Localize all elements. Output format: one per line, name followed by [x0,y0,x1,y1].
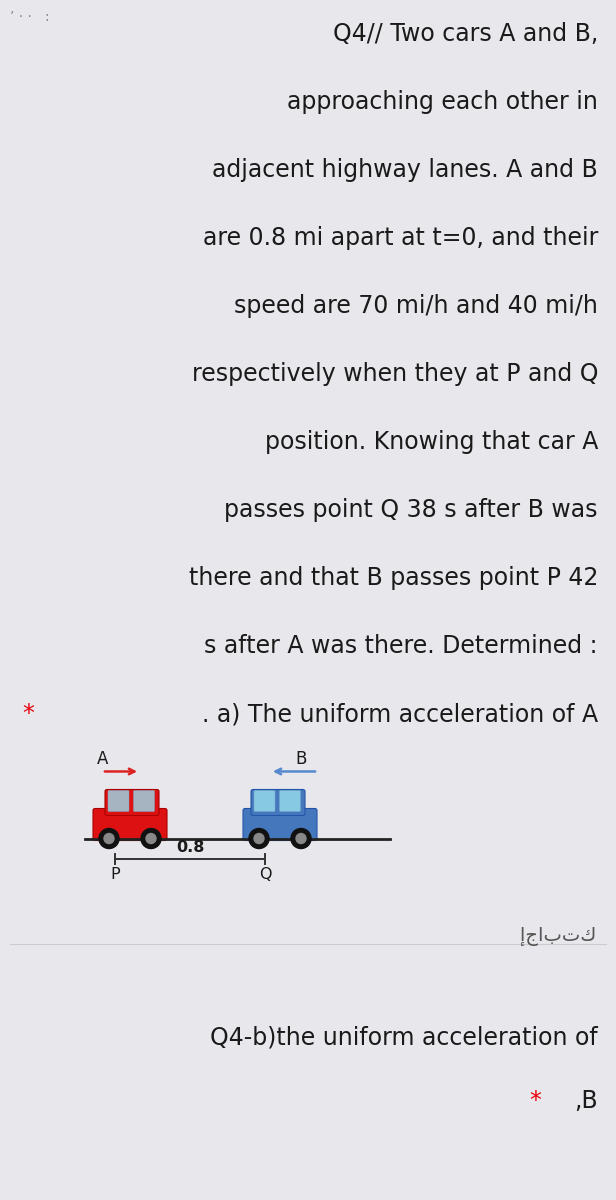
FancyBboxPatch shape [254,791,275,811]
Circle shape [146,834,156,844]
Text: adjacent highway lanes. A and B: adjacent highway lanes. A and B [213,158,598,182]
FancyBboxPatch shape [251,790,305,816]
Text: *: * [22,702,34,726]
Text: are 0.8 mi apart at t=0, and their: are 0.8 mi apart at t=0, and their [203,226,598,250]
Text: there and that B passes point P 42: there and that B passes point P 42 [188,566,598,590]
Text: Q4// Two cars A and B,: Q4// Two cars A and B, [333,22,598,46]
Text: P: P [110,866,120,882]
Text: s after A was there. Determined :: s after A was there. Determined : [205,635,598,659]
Circle shape [296,834,306,844]
Text: إجابتك: إجابتك [520,926,596,946]
Circle shape [104,834,114,844]
Text: passes point Q 38 s after B was: passes point Q 38 s after B was [224,498,598,522]
FancyBboxPatch shape [108,791,129,811]
Text: ’ · ·   :: ’ · · : [10,10,50,24]
Text: Q: Q [259,866,271,882]
Circle shape [99,828,119,848]
FancyBboxPatch shape [243,809,317,840]
Text: respectively when they at P and Q: respectively when they at P and Q [192,362,598,386]
Text: *: * [529,1088,541,1112]
Text: Q4-b)the uniform acceleration of: Q4-b)the uniform acceleration of [210,1026,598,1050]
FancyBboxPatch shape [105,790,159,816]
Circle shape [291,828,311,848]
Text: ,B: ,B [574,1088,598,1112]
Text: . a) The uniform acceleration of A: . a) The uniform acceleration of A [202,702,598,726]
FancyBboxPatch shape [134,791,155,811]
Text: B: B [295,750,306,768]
FancyBboxPatch shape [93,809,167,840]
Text: 0.8: 0.8 [176,840,204,854]
Circle shape [141,828,161,848]
Text: speed are 70 mi/h and 40 mi/h: speed are 70 mi/h and 40 mi/h [234,294,598,318]
Circle shape [249,828,269,848]
Circle shape [254,834,264,844]
FancyBboxPatch shape [280,791,301,811]
Text: approaching each other in: approaching each other in [287,90,598,114]
Text: position. Knowing that car A: position. Knowing that car A [265,431,598,455]
Text: A: A [97,750,108,768]
